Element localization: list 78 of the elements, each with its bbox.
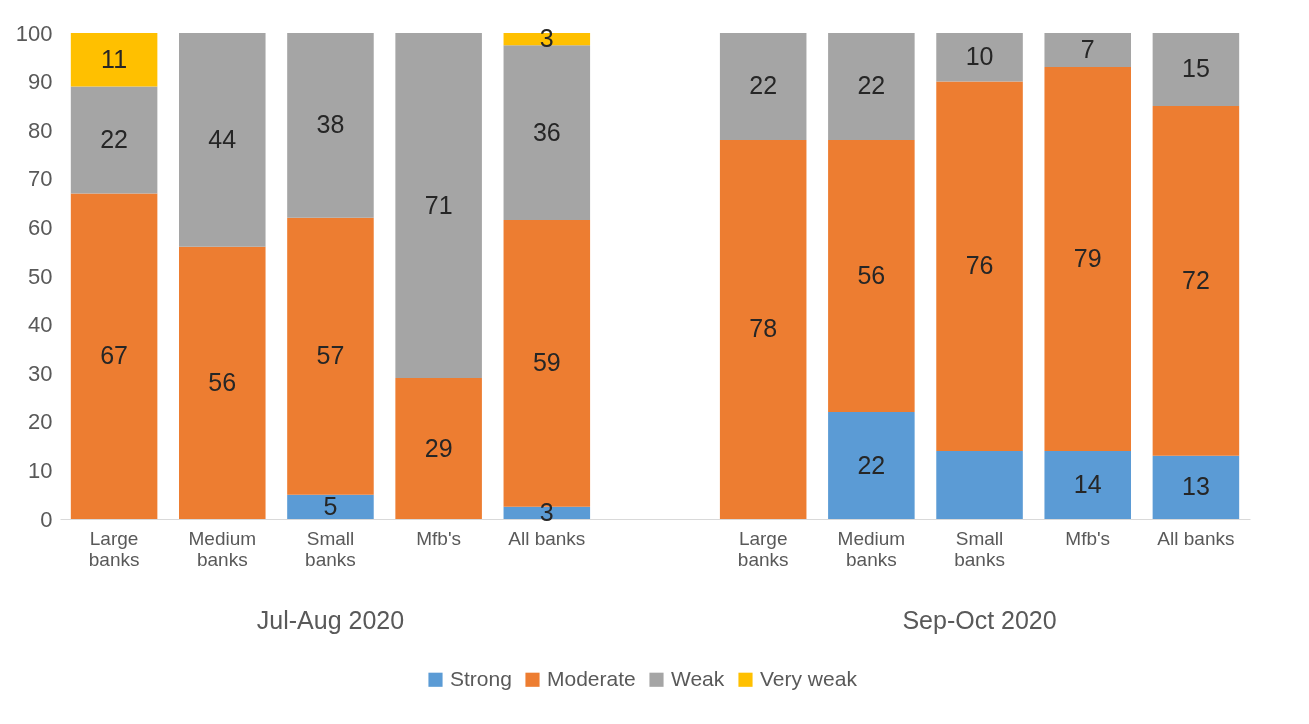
bar [1044,450,1131,519]
bar [287,217,374,495]
data-label: 22 [857,71,886,100]
y-tick-label: 90 [28,69,53,95]
data-label: 36 [532,117,561,146]
bar [503,45,591,221]
bar [179,246,266,519]
x-tick-label: Medium banks [188,527,257,570]
bar [395,33,482,379]
legend-label: Moderate [547,666,636,690]
data-label: 22 [100,124,128,153]
x-tick-label: Large banks [88,527,140,570]
bar [936,33,1023,82]
bar [1152,105,1240,456]
bar [287,494,374,519]
data-label: 38 [316,110,345,139]
legend-label: Strong [450,666,512,690]
data-label: 22 [749,71,778,100]
y-tick-label: 20 [28,409,53,435]
data-label: 3 [539,24,554,53]
data-label: 15 [1182,54,1210,83]
x-tick-label: Small banks [954,527,1005,570]
data-label: 29 [424,433,453,462]
x-tick-label: Large banks [737,527,789,570]
data-label: 59 [532,348,561,377]
bar [70,86,158,194]
y-tick-label: 40 [28,312,53,338]
data-label: 57 [316,341,345,370]
data-label: 7 [1080,35,1095,64]
y-tick-label: 60 [28,214,53,240]
data-label: 14 [1073,469,1102,498]
legend-label: Very weak [760,666,858,690]
data-label: 5 [323,491,338,520]
bar [395,378,482,519]
text: Sep-Oct 2020 [902,606,1057,634]
x-tick-label: All banks [508,527,586,549]
bar [1044,33,1131,68]
data-label: 71 [424,190,453,219]
bar [1152,33,1240,106]
data-label: 10 [965,42,994,71]
data-label: 56 [857,261,886,289]
bar [70,33,158,87]
x-tick-label: Small banks [305,527,356,570]
data-label: 11 [101,44,128,73]
x-tick-label: Mfb's [416,527,462,549]
bar [70,193,158,519]
y-tick-label: 100 [15,20,53,46]
bar [828,33,915,140]
y-tick-label: 50 [28,263,53,289]
bar [719,33,807,140]
data-label: 56 [208,367,237,396]
bar [179,33,266,247]
y-tick-label: 70 [28,166,53,192]
y-tick-label: 80 [28,117,53,143]
legend-label: Weak [671,666,725,690]
text: Jul-Aug 2020 [256,606,405,634]
bar [1044,67,1131,451]
x-tick-label: Medium banks [837,527,906,570]
bar [828,412,915,519]
data-label: 22 [857,450,886,479]
data-label: 72 [1182,265,1210,294]
data-label: 76 [965,251,994,280]
bar [719,139,807,519]
y-tick-label: 0 [40,506,53,532]
data-label: 44 [208,124,237,153]
x-tick-label: All banks [1157,527,1235,549]
bar [828,139,915,413]
data-label: 13 [1182,472,1210,501]
data-label: 79 [1073,243,1102,272]
x-tick-label: Mfb's [1065,527,1111,549]
data-label: 67 [100,341,128,370]
bar [1152,455,1240,519]
bar [936,81,1023,451]
bar [936,450,1023,519]
y-tick-label: 30 [28,360,53,386]
bar [287,33,374,218]
y-tick-label: 10 [28,457,53,483]
data-label: 78 [749,314,778,343]
